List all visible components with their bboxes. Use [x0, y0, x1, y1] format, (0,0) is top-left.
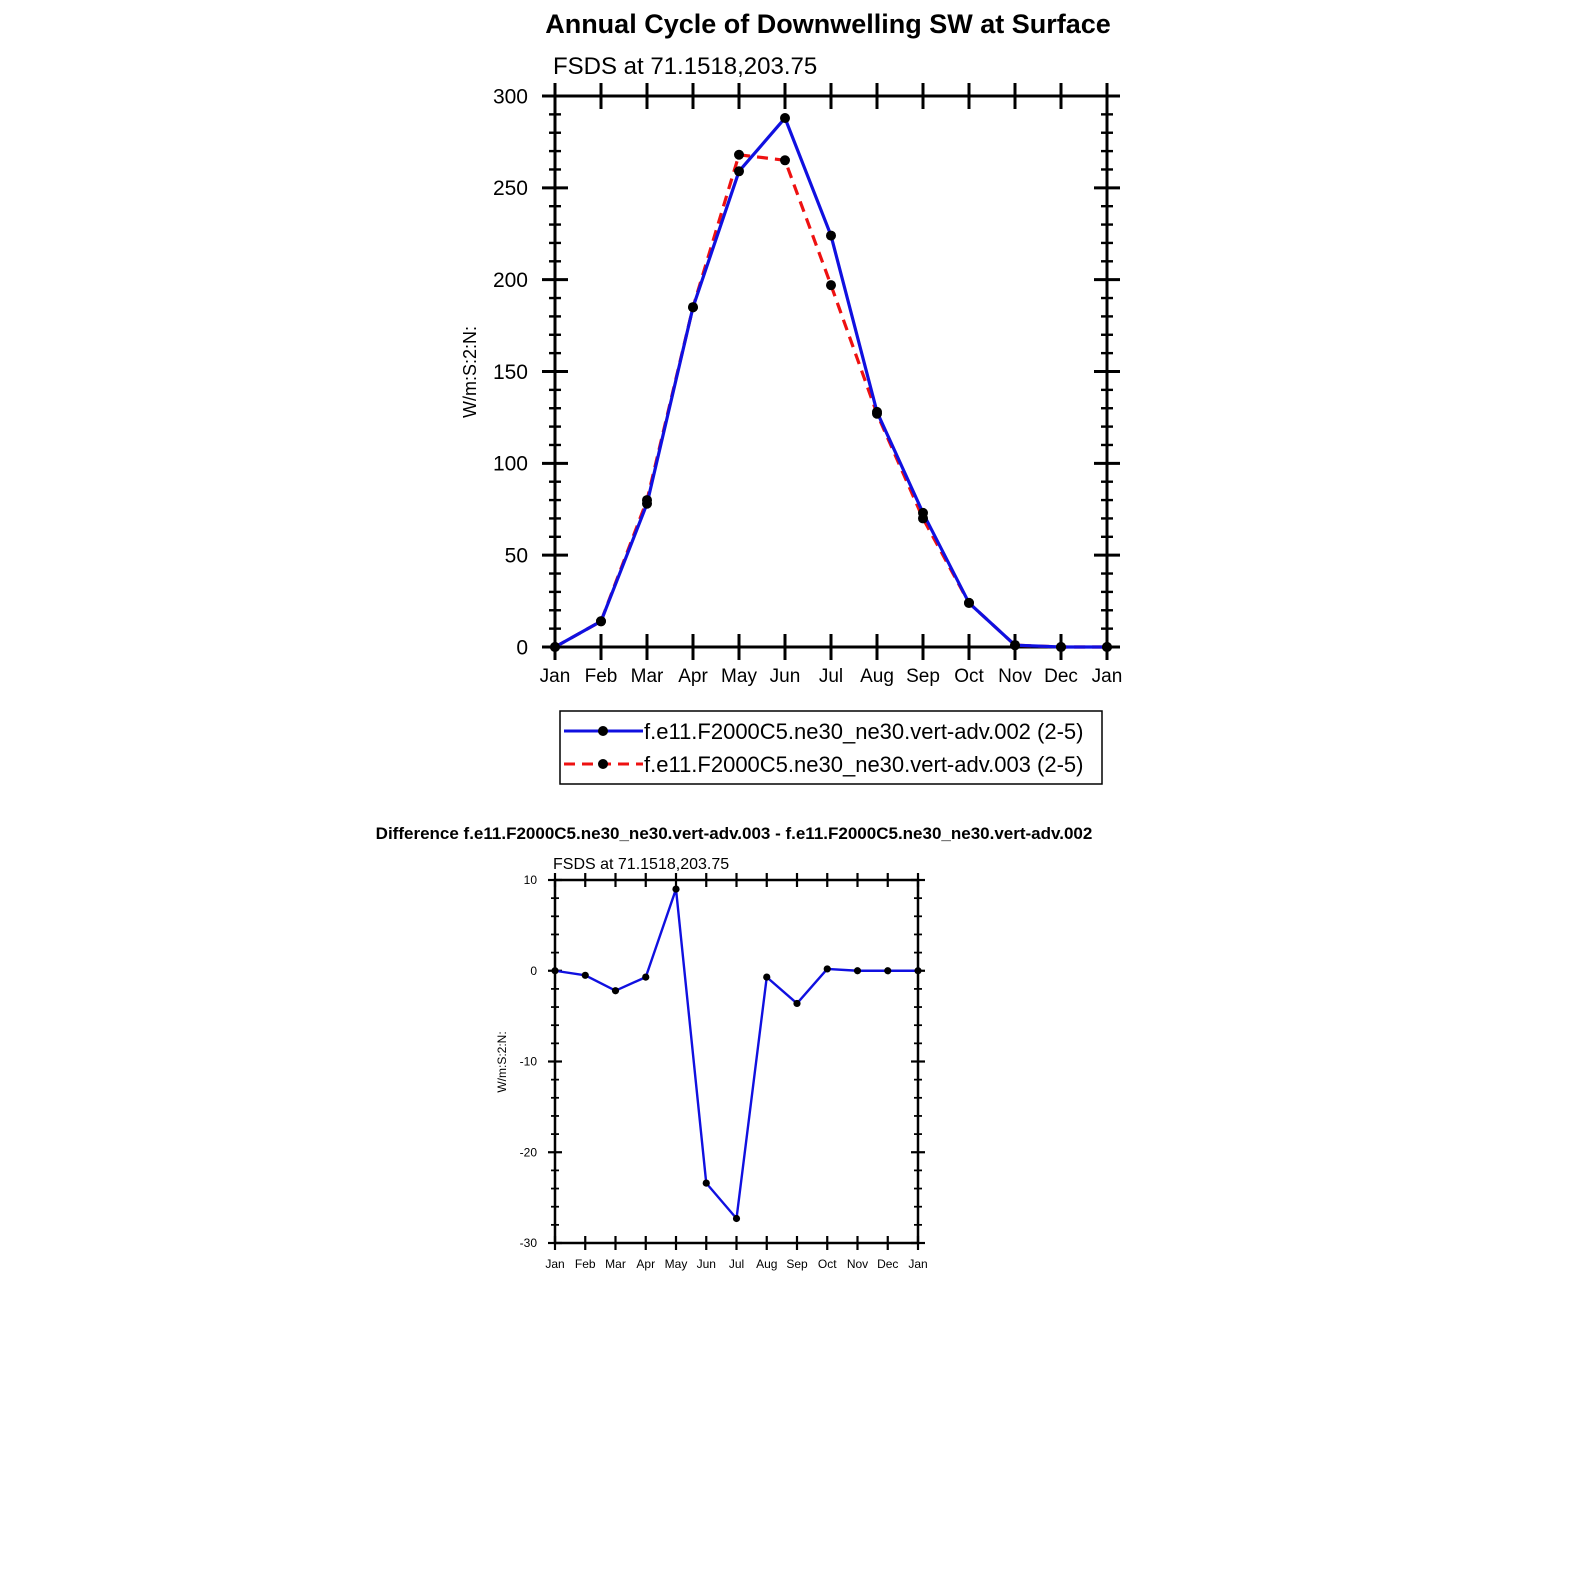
difference-chart: Difference f.e11.F2000C5.ne30_ne30.vert-…: [376, 824, 1093, 1271]
y-tick-label: -30: [520, 1236, 538, 1250]
x-tick-label: Jan: [545, 1257, 564, 1271]
y-tick-label: 10: [524, 873, 538, 887]
data-point: [1102, 642, 1112, 652]
plot-frame: [553, 878, 920, 1245]
x-tick-label: Sep: [906, 666, 940, 687]
x-tick-label: Jun: [770, 666, 801, 687]
data-point: [611, 987, 620, 995]
x-tick-label: Dec: [1044, 666, 1078, 687]
x-tick-label: Aug: [756, 1257, 777, 1271]
series-line: [554, 116, 1107, 649]
legend-label: f.e11.F2000C5.ne30_ne30.vert-adv.002 (2-…: [644, 719, 1083, 744]
data-point: [763, 973, 771, 981]
data-point: [872, 408, 882, 419]
chart-subtitle: FSDS at 71.1518,203.75: [553, 53, 817, 80]
x-tick-label: May: [665, 1257, 688, 1271]
x-tick-label: Oct: [818, 1257, 837, 1271]
y-tick-label: 200: [493, 269, 528, 292]
data-point: [780, 155, 790, 166]
x-tick-label: May: [721, 666, 757, 687]
data-point: [642, 495, 652, 506]
y-tick-label: 150: [493, 361, 528, 384]
legend-marker: [598, 759, 608, 769]
x-tick-label: Apr: [636, 1257, 655, 1271]
y-tick-label: 300: [493, 85, 528, 108]
series-line: [554, 887, 918, 1220]
data-point: [914, 967, 922, 975]
series-group: [550, 113, 1112, 652]
x-tick-label: Jul: [819, 666, 843, 687]
x-tick-label: Jan: [1092, 666, 1123, 687]
legend-marker: [598, 726, 608, 736]
chart-subtitle: FSDS at 71.1518,203.75: [553, 856, 729, 873]
data-point: [823, 965, 831, 973]
y-tick-label: -20: [520, 1145, 538, 1159]
data-point: [702, 1179, 710, 1187]
x-tick-label: Nov: [998, 666, 1032, 687]
data-point: [734, 149, 744, 160]
data-point: [1056, 642, 1066, 652]
data-point: [732, 1214, 741, 1223]
axes: Jan Feb Mar Apr May Jun Jul Aug Sep Oct Nov Dec Jan 0…: [493, 83, 1122, 687]
plot-frame: [553, 94, 1109, 649]
x-tick-label: Oct: [954, 666, 984, 687]
x-tick-label: Mar: [605, 1257, 626, 1271]
data-point: [551, 967, 559, 975]
data-point: [1010, 640, 1020, 651]
y-tick-label: 250: [493, 177, 528, 200]
x-tick-label: Aug: [860, 666, 894, 687]
x-tick-label: Feb: [585, 666, 618, 687]
data-point: [964, 597, 974, 608]
annual-cycle-chart: Annual Cycle of Downwelling SW at Surfac…: [460, 9, 1122, 785]
x-tick-label: Dec: [877, 1257, 898, 1271]
x-tick-label: Sep: [786, 1257, 808, 1271]
legend: f.e11.F2000C5.ne30_ne30.vert-adv.002 (2-…: [559, 710, 1103, 785]
x-tick-label: Mar: [631, 666, 664, 687]
y-axis-label: W/m:S:2:N:: [495, 1031, 509, 1092]
data-point: [826, 280, 836, 291]
y-tick-label: 100: [493, 453, 528, 476]
data-point: [596, 616, 606, 627]
legend-box: [559, 710, 1103, 785]
x-tick-label: Jun: [697, 1257, 716, 1271]
data-point: [672, 885, 680, 893]
series-group: [551, 885, 922, 1223]
data-point: [780, 113, 790, 124]
x-tick-label: Jan: [540, 666, 571, 687]
legend-label: f.e11.F2000C5.ne30_ne30.vert-adv.003 (2-…: [644, 752, 1083, 777]
data-point: [550, 642, 560, 652]
y-tick-label: -10: [520, 1055, 538, 1069]
x-tick-label: Jul: [729, 1257, 744, 1271]
axes: Jan Feb Mar Apr May Jun Jul Aug Sep Oct Nov Dec Jan-…: [520, 873, 928, 1271]
data-point: [688, 302, 698, 313]
series-line: [554, 153, 1107, 649]
x-tick-label: Jan: [908, 1257, 927, 1271]
y-axis-label: W/m:S:2:N:: [460, 326, 480, 418]
x-tick-label: Apr: [678, 666, 708, 687]
data-point: [793, 999, 801, 1008]
chart-title: Difference f.e11.F2000C5.ne30_ne30.vert-…: [376, 824, 1093, 843]
data-point: [884, 967, 892, 975]
data-point: [853, 967, 862, 975]
data-point: [826, 230, 836, 241]
x-tick-label: Nov: [847, 1257, 868, 1271]
y-tick-label: 50: [505, 545, 528, 568]
y-tick-label: 0: [516, 636, 528, 659]
x-tick-label: Feb: [575, 1257, 596, 1271]
data-point: [734, 166, 744, 177]
y-tick-label: 0: [530, 964, 537, 978]
chart-title: Annual Cycle of Downwelling SW at Surfac…: [545, 9, 1111, 39]
data-point: [581, 971, 589, 979]
data-point: [642, 973, 650, 981]
data-point: [918, 513, 928, 524]
